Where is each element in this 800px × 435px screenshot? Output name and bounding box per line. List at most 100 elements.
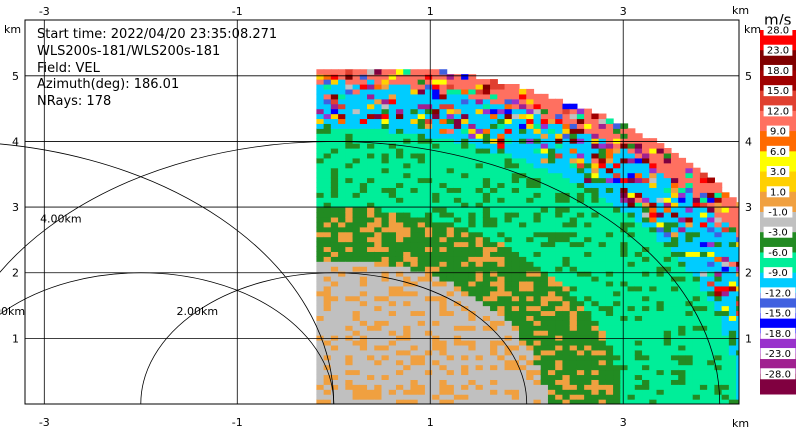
data-cell (685, 271, 694, 277)
data-cell (504, 310, 513, 316)
data-cell (656, 335, 665, 341)
data-cell (490, 236, 498, 243)
data-cell (424, 241, 433, 248)
data-cell (584, 305, 592, 312)
data-cell (663, 349, 672, 356)
data-cell (685, 246, 694, 252)
data-cell (569, 315, 578, 321)
data-cell (685, 192, 694, 198)
data-cell (714, 241, 723, 248)
data-cell (410, 177, 419, 184)
x-tick-top: -3 (39, 5, 50, 18)
data-cell (367, 231, 375, 238)
data-cell (605, 359, 614, 366)
data-cell (526, 187, 535, 193)
data-cell (598, 152, 607, 159)
data-cell (547, 133, 556, 139)
data-cell (367, 320, 375, 326)
data-cell (395, 157, 404, 164)
data-cell (504, 315, 513, 321)
data-cell (345, 207, 354, 213)
data-cell (316, 212, 325, 218)
data-cell (352, 374, 361, 380)
data-cell (381, 246, 390, 252)
data-cell (721, 359, 730, 366)
data-cell (642, 207, 650, 213)
data-cell (714, 261, 723, 267)
data-cell (547, 261, 556, 267)
data-cell (439, 295, 448, 302)
data-cell (627, 216, 636, 223)
data-cell (562, 305, 571, 312)
data-cell (576, 172, 585, 179)
data-cell (359, 330, 368, 336)
data-cell (432, 88, 441, 95)
data-cell (511, 290, 520, 297)
colorbar-label-bg (760, 368, 796, 380)
data-cell (685, 374, 694, 380)
data-cell (388, 266, 397, 272)
data-cell (555, 310, 564, 316)
data-cell (352, 276, 361, 282)
data-cell (598, 290, 607, 297)
data-cell (663, 167, 672, 174)
data-cell (461, 162, 469, 169)
data-cell (316, 251, 325, 257)
data-cell (475, 290, 484, 297)
data-cell (634, 226, 643, 233)
colorbar-label-bg (766, 186, 790, 198)
data-cell (403, 148, 412, 154)
data-cell (417, 379, 426, 385)
data-cell (352, 384, 361, 390)
data-cell (439, 98, 448, 105)
data-cell (468, 98, 477, 105)
data-cell (338, 330, 346, 336)
data-cell (359, 88, 368, 95)
data-cell (569, 108, 578, 115)
data-cell (490, 98, 498, 105)
data-cell (439, 88, 448, 95)
data-cell (504, 187, 513, 193)
colorbar-label: 12.0 (767, 106, 789, 117)
data-cell (352, 182, 361, 188)
data-cell (555, 152, 564, 159)
data-cell (367, 379, 375, 385)
data-cell (446, 399, 455, 404)
data-cell (678, 305, 687, 312)
data-cell (439, 192, 448, 198)
data-cell (699, 231, 708, 238)
data-cell (736, 216, 739, 223)
data-cell (526, 123, 535, 129)
data-cell (461, 290, 469, 297)
data-cell (685, 335, 694, 341)
data-cell (576, 276, 585, 282)
data-cell (649, 285, 658, 292)
data-cell (381, 349, 390, 356)
data-cell (403, 330, 412, 336)
data-cell (584, 182, 592, 188)
data-cell (584, 256, 592, 262)
data-cell (417, 167, 426, 174)
data-cell (424, 157, 433, 164)
data-cell (323, 310, 332, 316)
data-cell (395, 221, 404, 228)
data-cell (410, 320, 419, 326)
data-cell (381, 256, 390, 262)
data-cell (555, 389, 564, 395)
data-cell (338, 305, 346, 312)
data-cell (490, 128, 498, 134)
data-cell (403, 231, 412, 238)
data-cell (584, 290, 592, 297)
data-cell (403, 157, 412, 164)
data-cell (526, 266, 535, 272)
data-cell (547, 379, 556, 385)
data-cell (482, 138, 491, 144)
data-cell (461, 192, 469, 198)
data-cell (490, 271, 498, 277)
data-cell (511, 192, 520, 198)
data-cell (395, 216, 404, 223)
data-cell (569, 216, 578, 223)
data-cell (345, 359, 354, 366)
data-cell (721, 261, 730, 267)
